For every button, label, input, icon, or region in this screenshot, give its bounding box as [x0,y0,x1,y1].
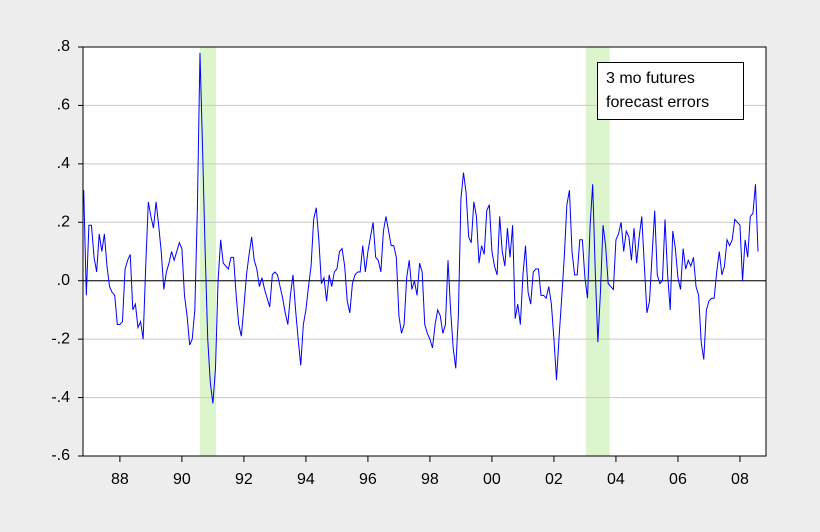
x-tick-label: 04 [607,471,625,488]
x-tick-label: 88 [111,471,129,488]
y-tick-label: .6 [57,97,70,114]
y-tick-label: -.2 [51,330,70,347]
shaded-region [585,47,610,456]
x-tick-label: 06 [669,471,687,488]
x-tick-label: 08 [731,471,749,488]
x-tick-label: 92 [235,471,253,488]
data-line [83,52,759,404]
y-tick-label: -.4 [51,389,70,406]
y-tick-label: -.6 [51,447,70,464]
x-tick-label: 94 [297,471,315,488]
shaded-region [199,47,217,456]
x-tick-label: 02 [545,471,563,488]
plot-frame [82,46,767,457]
x-tick-label: 96 [359,471,377,488]
legend: 3 mo futures forecast errors [597,62,744,120]
y-tick-label: .0 [57,272,70,289]
x-tick-label: 98 [421,471,439,488]
y-tick-label: .2 [57,214,70,231]
x-tick-label: 90 [173,471,191,488]
x-tick-label: 00 [483,471,501,488]
y-tick-label: .4 [57,155,70,172]
y-tick-label: .8 [57,38,70,55]
